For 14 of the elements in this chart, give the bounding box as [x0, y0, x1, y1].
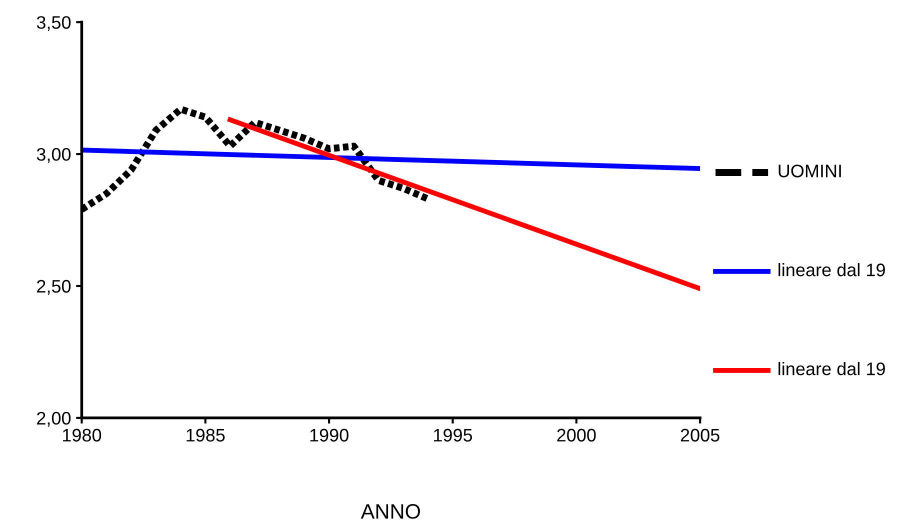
x-tick-label: 2005 — [680, 428, 720, 442]
y-tick-label: 2,50 — [37, 280, 71, 295]
y-tick-label: 3,50 — [36, 16, 71, 31]
legend-label: lineare dal 19 — [778, 263, 885, 276]
x-tick-label: 2000 — [557, 428, 596, 442]
x-tick-label: 1990 — [310, 428, 348, 442]
legend-label: UOMINI — [778, 164, 841, 178]
y-tick-label: 2,00 — [37, 412, 71, 427]
x-tick-label: 1995 — [434, 428, 472, 442]
x-tick-label: 1980 — [63, 428, 102, 442]
legend-label: lineare dal 19 — [778, 362, 885, 376]
y-tick-label: 3,00 — [36, 148, 71, 163]
x-axis-title: ANNO — [360, 504, 420, 519]
x-tick-label: 1985 — [186, 428, 225, 442]
